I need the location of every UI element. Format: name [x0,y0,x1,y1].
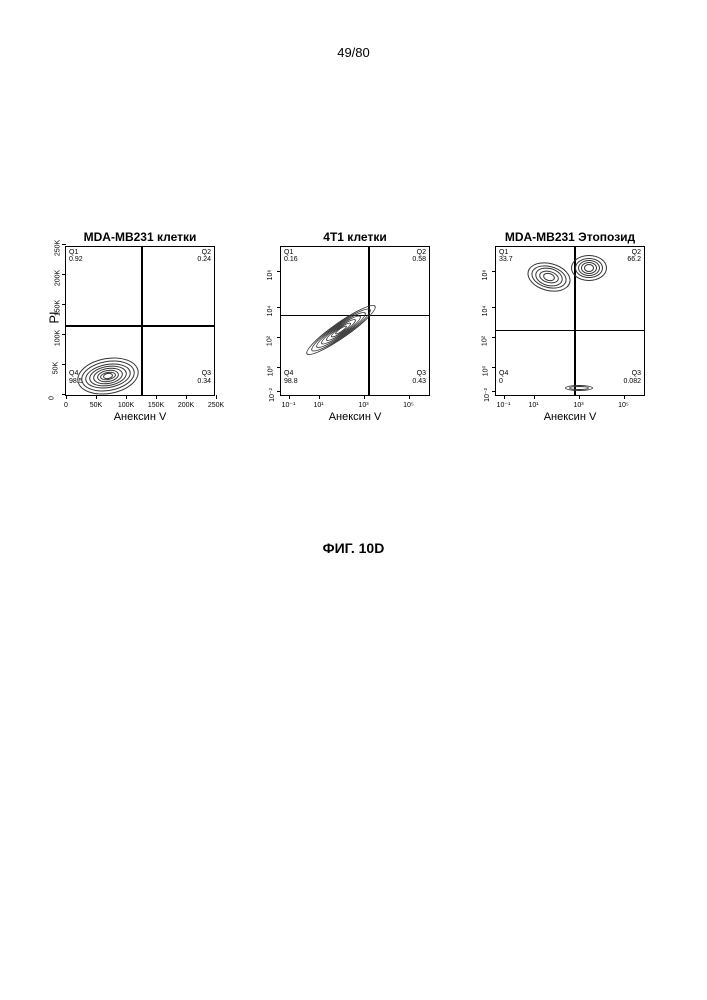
x-tick [579,395,580,399]
page-number: 49/80 [0,45,707,60]
quadrant-label: Q20.24 [197,249,211,264]
x-tick [66,395,67,399]
x-tick-label: 200K [178,402,194,409]
x-tick [96,395,97,399]
quadrant-line-h [66,325,214,327]
y-tick [62,304,66,305]
y-tick-label: 150K [55,300,62,316]
x-axis-label: Анексин V [544,411,597,423]
plot-area: Q10.16Q20.58Q30.43Q498.810⁻¹10¹10³10⁵10⁻… [280,246,430,396]
quadrant-line-v [368,247,370,395]
y-tick-label: 10² [267,336,274,346]
y-tick-label: 10⁰ [481,366,489,377]
y-tick-label: 0 [48,396,55,400]
panel-title: MDA-MB231 Этопозид [495,230,645,244]
y-tick [492,307,496,308]
x-axis-label: Анексин V [114,411,167,423]
x-tick-label: 10⁵ [618,402,629,409]
x-tick [624,395,625,399]
x-tick [364,395,365,399]
flow-panel: MDA-MB231 Этопозид Q133.7 Q266.2 Q30.082 Q40… [495,230,645,396]
y-tick-label: 10² [482,336,489,346]
x-tick-label: 10⁻¹ [497,401,511,409]
x-tick [504,395,505,399]
quadrant-label: Q20.58 [412,249,426,264]
x-tick-label: 100K [118,402,134,409]
y-tick-label: 100K [55,330,62,346]
quadrant-label: Q40 [499,370,508,385]
x-tick [289,395,290,399]
y-tick [492,367,496,368]
y-tick [62,244,66,245]
quadrant-label: Q30.34 [197,370,211,385]
x-tick [319,395,320,399]
quadrant-label: Q133.7 [499,249,513,264]
flow-panel: MDA-MB231 клеткиQ10.92Q20.24Q30.34Q498.5… [65,230,215,396]
y-tick [277,307,281,308]
y-tick [277,337,281,338]
y-tick [492,337,496,338]
y-tick [62,394,66,395]
quadrant-label: Q10.92 [69,249,83,264]
plot-area: Q10.92Q20.24Q30.34Q498.5050K100K150K200K… [65,246,215,396]
y-tick-label: 10⁶ [482,270,489,281]
quadrant-label: Q498.8 [284,370,298,385]
x-tick-label: 250K [208,402,224,409]
quadrant-line-h [496,330,644,332]
plot-area: Q133.7Q266.2Q30.082Q4010⁻¹10¹10³10⁵10⁻²1… [495,246,645,396]
x-tick [534,395,535,399]
y-tick-label: 50K [53,362,60,374]
x-tick-label: 10¹ [528,402,538,409]
x-tick-label: 10³ [573,402,583,409]
x-tick-label: 10¹ [313,402,323,409]
y-tick [62,274,66,275]
y-tick-label: 10⁶ [267,270,274,281]
y-tick-label: 10⁻² [268,388,276,402]
figure-caption: ФИГ. 10D [0,540,707,556]
y-tick-label: 10⁻² [483,388,491,402]
x-tick-label: 0 [64,402,68,409]
x-tick-label: 10³ [358,402,368,409]
y-tick-label: 200K [55,270,62,286]
quadrant-label: Q30.43 [412,370,426,385]
x-tick-label: 10⁻¹ [282,401,296,409]
flow-panel: 4T1 клеткиQ10.16Q20.58Q30.43Q498.810⁻¹10… [280,230,430,396]
quadrant-line-v [141,247,143,395]
x-tick-label: 50K [90,402,102,409]
x-axis-label: Анексин V [329,411,382,423]
y-tick [492,391,496,392]
contour-ring [584,264,594,272]
y-tick [62,334,66,335]
panel-title: MDA-MB231 клетки [65,230,215,244]
x-tick [409,395,410,399]
x-tick [156,395,157,399]
x-tick-label: 10⁵ [403,402,414,409]
y-tick [62,364,66,365]
y-tick-label: 10⁰ [266,366,274,377]
y-tick-label: 10⁴ [482,306,489,317]
x-tick [186,395,187,399]
panel-title: 4T1 клетки [280,230,430,244]
figure-row: MDA-MB231 клеткиQ10.92Q20.24Q30.34Q498.5… [65,230,645,396]
y-tick [277,271,281,272]
quadrant-label: Q266.2 [627,249,641,264]
quadrant-label: Q10.16 [284,249,298,264]
y-tick-label: 250K [55,240,62,256]
x-tick-label: 150K [148,402,164,409]
y-tick [492,271,496,272]
y-tick [277,367,281,368]
x-tick [126,395,127,399]
y-tick [277,391,281,392]
x-tick [216,395,217,399]
quadrant-label: Q30.082 [623,370,641,385]
y-tick-label: 10⁴ [267,306,274,317]
contour-ring [569,386,589,390]
